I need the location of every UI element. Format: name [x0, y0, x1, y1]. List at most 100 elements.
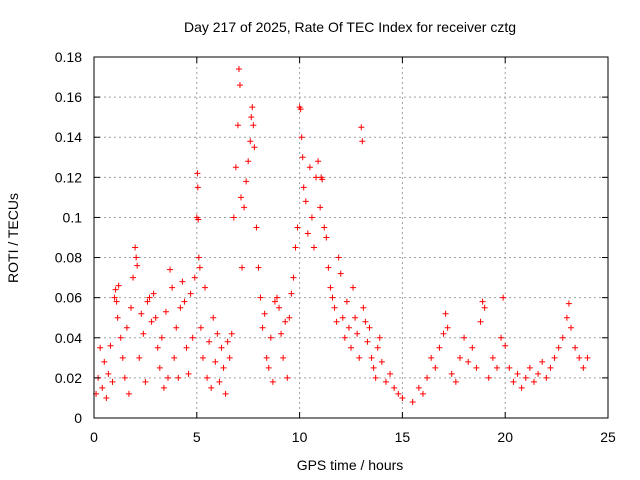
- data-point: [498, 334, 505, 341]
- data-point: [339, 314, 346, 321]
- data-point: [248, 114, 255, 121]
- data-point: [286, 314, 293, 321]
- data-point: [273, 294, 280, 301]
- data-point: [243, 178, 250, 185]
- data-point: [522, 374, 529, 381]
- tick-labels: 0 5 10 15 20 25 0 0.02 0.04 0.06 0.08 0.1 0.12 0.14 0.…: [55, 49, 616, 445]
- data-point: [212, 358, 219, 365]
- data-point: [125, 390, 132, 397]
- y-tick-label: 0.1: [63, 209, 83, 225]
- data-point: [362, 318, 369, 325]
- data-point: [150, 290, 157, 297]
- data-point: [327, 284, 334, 291]
- data-point: [195, 254, 202, 261]
- data-point: [261, 310, 268, 317]
- data-point: [265, 364, 272, 371]
- data-point: [526, 364, 533, 371]
- data-point: [547, 364, 554, 371]
- data-point: [366, 324, 373, 331]
- data-point: [364, 338, 371, 345]
- data-point: [304, 230, 311, 237]
- data-point: [220, 364, 227, 371]
- data-point: [114, 314, 121, 321]
- data-point: [551, 354, 558, 361]
- x-tick-label: 15: [395, 429, 411, 445]
- data-point: [181, 298, 188, 305]
- data-point: [136, 354, 143, 361]
- data-point: [292, 244, 299, 251]
- data-point: [308, 214, 315, 221]
- data-point: [245, 158, 252, 165]
- data-point: [112, 286, 119, 293]
- data-point: [382, 378, 389, 385]
- data-point: [228, 330, 235, 337]
- data-point: [302, 198, 309, 205]
- data-point: [372, 374, 379, 381]
- data-point: [146, 294, 153, 301]
- data-point: [101, 358, 108, 365]
- data-point: [395, 390, 402, 397]
- data-point: [169, 284, 176, 291]
- data-point: [222, 390, 229, 397]
- data-point: [313, 174, 320, 181]
- data-point: [444, 324, 451, 331]
- data-point: [138, 310, 145, 317]
- data-point: [282, 318, 289, 325]
- data-point: [300, 184, 307, 191]
- data-point: [356, 354, 363, 361]
- data-point: [442, 310, 449, 317]
- data-point: [130, 274, 137, 281]
- data-point: [197, 324, 204, 331]
- plot-frame: [93, 56, 609, 419]
- data-point: [580, 364, 587, 371]
- data-point: [236, 82, 243, 89]
- data-point: [177, 304, 184, 311]
- data-point: [199, 354, 206, 361]
- data-point: [152, 314, 159, 321]
- data-point: [263, 354, 270, 361]
- data-point: [99, 384, 106, 391]
- data-point: [97, 344, 104, 351]
- x-tick-label: 10: [292, 429, 308, 445]
- data-point: [310, 244, 317, 251]
- data-point: [352, 314, 359, 321]
- y-tick-label: 0.16: [55, 89, 82, 105]
- data-point: [473, 364, 480, 371]
- data-point: [348, 344, 354, 351]
- data-point: [567, 324, 574, 331]
- data-point: [452, 378, 459, 385]
- data-point: [555, 344, 562, 351]
- data-point: [432, 364, 439, 371]
- data-point: [251, 144, 258, 151]
- data-point: [278, 330, 285, 337]
- data-point: [535, 370, 542, 377]
- data-point: [489, 354, 496, 361]
- data-point: [436, 344, 443, 351]
- data-point: [331, 304, 338, 311]
- data-point: [196, 264, 203, 271]
- y-tick-label: 0: [74, 410, 82, 426]
- data-point: [500, 294, 507, 301]
- data-point: [234, 122, 241, 129]
- data-point: [119, 354, 126, 361]
- data-point: [175, 374, 182, 381]
- data-point: [485, 374, 492, 381]
- data-point: [428, 354, 435, 361]
- y-tick-label: 0.08: [55, 250, 82, 266]
- data-point: [239, 264, 246, 271]
- data-point: [319, 176, 326, 183]
- data-point: [202, 284, 209, 291]
- data-point: [506, 364, 513, 371]
- data-point: [187, 290, 194, 297]
- data-point: [171, 354, 178, 361]
- data-point: [128, 304, 135, 311]
- data-point: [341, 334, 348, 341]
- data-point: [162, 308, 169, 315]
- data-point: [378, 358, 385, 365]
- data-point: [315, 158, 322, 165]
- data-point: [107, 342, 114, 349]
- data-point: [158, 334, 165, 341]
- y-tick-label: 0.12: [55, 169, 82, 185]
- data-point: [288, 290, 295, 297]
